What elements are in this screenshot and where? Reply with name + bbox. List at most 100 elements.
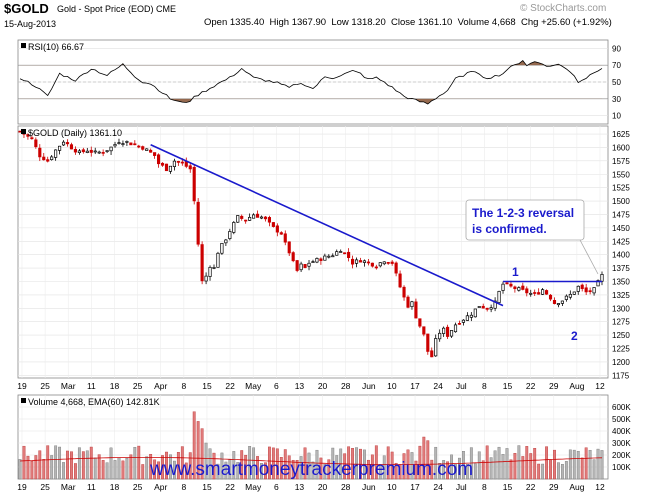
candle-body — [430, 350, 434, 358]
chg-value: +25.60 (+1.92%) — [541, 17, 612, 28]
candle-body — [196, 201, 200, 245]
volume-bar — [200, 428, 204, 480]
candle-body — [263, 216, 268, 220]
volume-bar — [133, 447, 137, 480]
date-label: Apr — [154, 482, 167, 492]
volume-bar — [438, 463, 442, 480]
volume-bars — [18, 411, 604, 480]
candle-body — [113, 144, 117, 147]
volume-bar — [169, 454, 172, 480]
volume-bar — [489, 457, 493, 480]
volume-bar — [497, 446, 501, 480]
date-label: Mar — [61, 381, 76, 391]
date-label: 17 — [410, 381, 420, 391]
volume-bar — [327, 459, 331, 480]
annotation-line-1: The 1-2-3 reversal — [472, 206, 574, 220]
candle-body — [434, 338, 438, 357]
rsi-tick-label: 50 — [612, 78, 621, 87]
volume-bar — [576, 451, 580, 480]
volume-bar — [291, 459, 295, 480]
date-label: 10 — [387, 482, 397, 492]
date-label: 25 — [133, 381, 143, 391]
volume-bar — [374, 445, 378, 480]
price-tick-label: 1575 — [612, 157, 630, 166]
volume-bar — [30, 461, 34, 480]
candle-body — [446, 326, 450, 337]
candle-body — [386, 262, 390, 264]
volume-bar — [121, 460, 125, 480]
volume-bar — [442, 460, 446, 480]
candle-body — [477, 306, 481, 308]
candle-body — [248, 216, 252, 221]
volume-bar — [145, 456, 149, 480]
date-label: 29 — [549, 482, 559, 492]
volume-bar — [81, 451, 85, 480]
candle-body — [509, 283, 513, 287]
annotation-box — [465, 199, 585, 241]
volume-bar — [422, 436, 426, 480]
candle-body — [137, 145, 141, 148]
volume-bar — [208, 448, 212, 480]
candle-body — [117, 142, 121, 144]
volume-bar — [311, 461, 315, 480]
candle-body — [157, 154, 161, 165]
rsi-tick-label: 30 — [612, 95, 621, 104]
candle-body — [176, 161, 180, 163]
date-label: 25 — [40, 482, 50, 492]
candle-body — [343, 252, 347, 255]
volume-bar — [252, 447, 256, 480]
date-label: Jul — [456, 482, 467, 492]
volume-bar — [335, 455, 339, 480]
candle-body — [402, 286, 406, 298]
ticker-description: Gold - Spot Price (EOD) CME — [57, 4, 176, 14]
candle-body — [335, 251, 339, 256]
candle-body — [529, 292, 533, 295]
candle-body — [422, 326, 426, 335]
candle-body — [533, 292, 537, 294]
candle-body — [537, 292, 541, 295]
candle-body — [580, 284, 584, 289]
volume-bar — [588, 450, 592, 480]
candle-body — [153, 152, 157, 156]
volume-bar — [204, 442, 208, 480]
volume-bar — [66, 450, 69, 480]
price-tick-label: 1175 — [612, 371, 630, 380]
volume-bar — [382, 455, 386, 480]
candle-body — [481, 305, 485, 309]
volume-bar — [192, 411, 196, 480]
candle-body — [220, 242, 224, 254]
candle-body — [418, 318, 422, 327]
volume-bar — [232, 451, 236, 480]
volume-bar — [410, 452, 414, 480]
candle-body — [596, 280, 600, 287]
volume-bar — [129, 454, 133, 480]
candle-body — [398, 273, 402, 288]
watermark-url: www.smartmoneytrackerpremium.com — [149, 459, 473, 480]
volume-bar — [176, 452, 180, 480]
date-label: May — [245, 482, 262, 492]
candle-body — [34, 139, 38, 148]
candle-body — [588, 290, 592, 293]
volume-bar — [414, 460, 418, 480]
candle-body — [101, 152, 105, 154]
volume-bar — [113, 460, 117, 480]
candle-body — [457, 323, 462, 325]
rsi-oversold-fill — [170, 98, 436, 104]
rsi-line — [19, 60, 603, 105]
volume-bar — [450, 454, 453, 480]
volume-bar — [323, 464, 327, 480]
date-label: Apr — [154, 381, 167, 391]
volume-bar — [509, 459, 513, 480]
date-label: 8 — [181, 381, 186, 391]
candle-body — [319, 258, 323, 261]
volume-bar — [74, 463, 77, 480]
price-tick-label: 1325 — [612, 291, 630, 300]
volume-bar — [446, 461, 450, 480]
date-label: 29 — [549, 381, 559, 391]
date-label: Aug — [569, 381, 584, 391]
volume-bar — [18, 459, 22, 480]
candle-body — [351, 258, 355, 265]
volume-bar — [220, 452, 224, 480]
volume-bar — [473, 463, 477, 480]
volume-bar — [584, 447, 588, 480]
